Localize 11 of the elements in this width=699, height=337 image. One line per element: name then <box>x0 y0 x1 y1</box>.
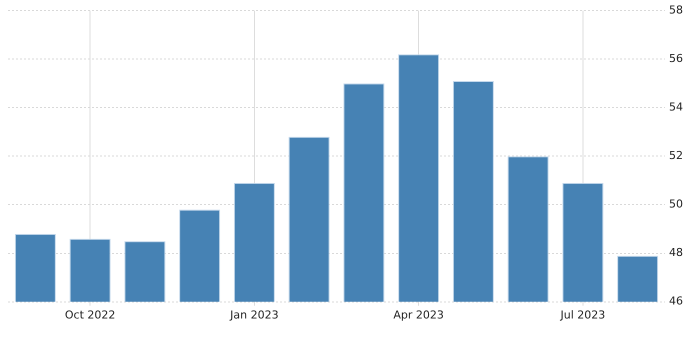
y-tick-label: 50 <box>669 198 684 211</box>
y-tick-label: 54 <box>669 100 684 114</box>
y-tick-label: 48 <box>669 246 684 260</box>
x-tick-label: Jan 2023 <box>229 308 279 322</box>
x-tick-label: Oct 2022 <box>64 308 116 322</box>
y-tick-label: 58 <box>669 3 684 16</box>
y-tick-label: 56 <box>669 52 684 65</box>
x-tick-label: Jul 2023 <box>559 308 606 322</box>
y-tick-label: 52 <box>669 149 684 162</box>
y-tick-label: 46 <box>669 294 684 308</box>
x-tick-label: Apr 2023 <box>393 308 444 322</box>
